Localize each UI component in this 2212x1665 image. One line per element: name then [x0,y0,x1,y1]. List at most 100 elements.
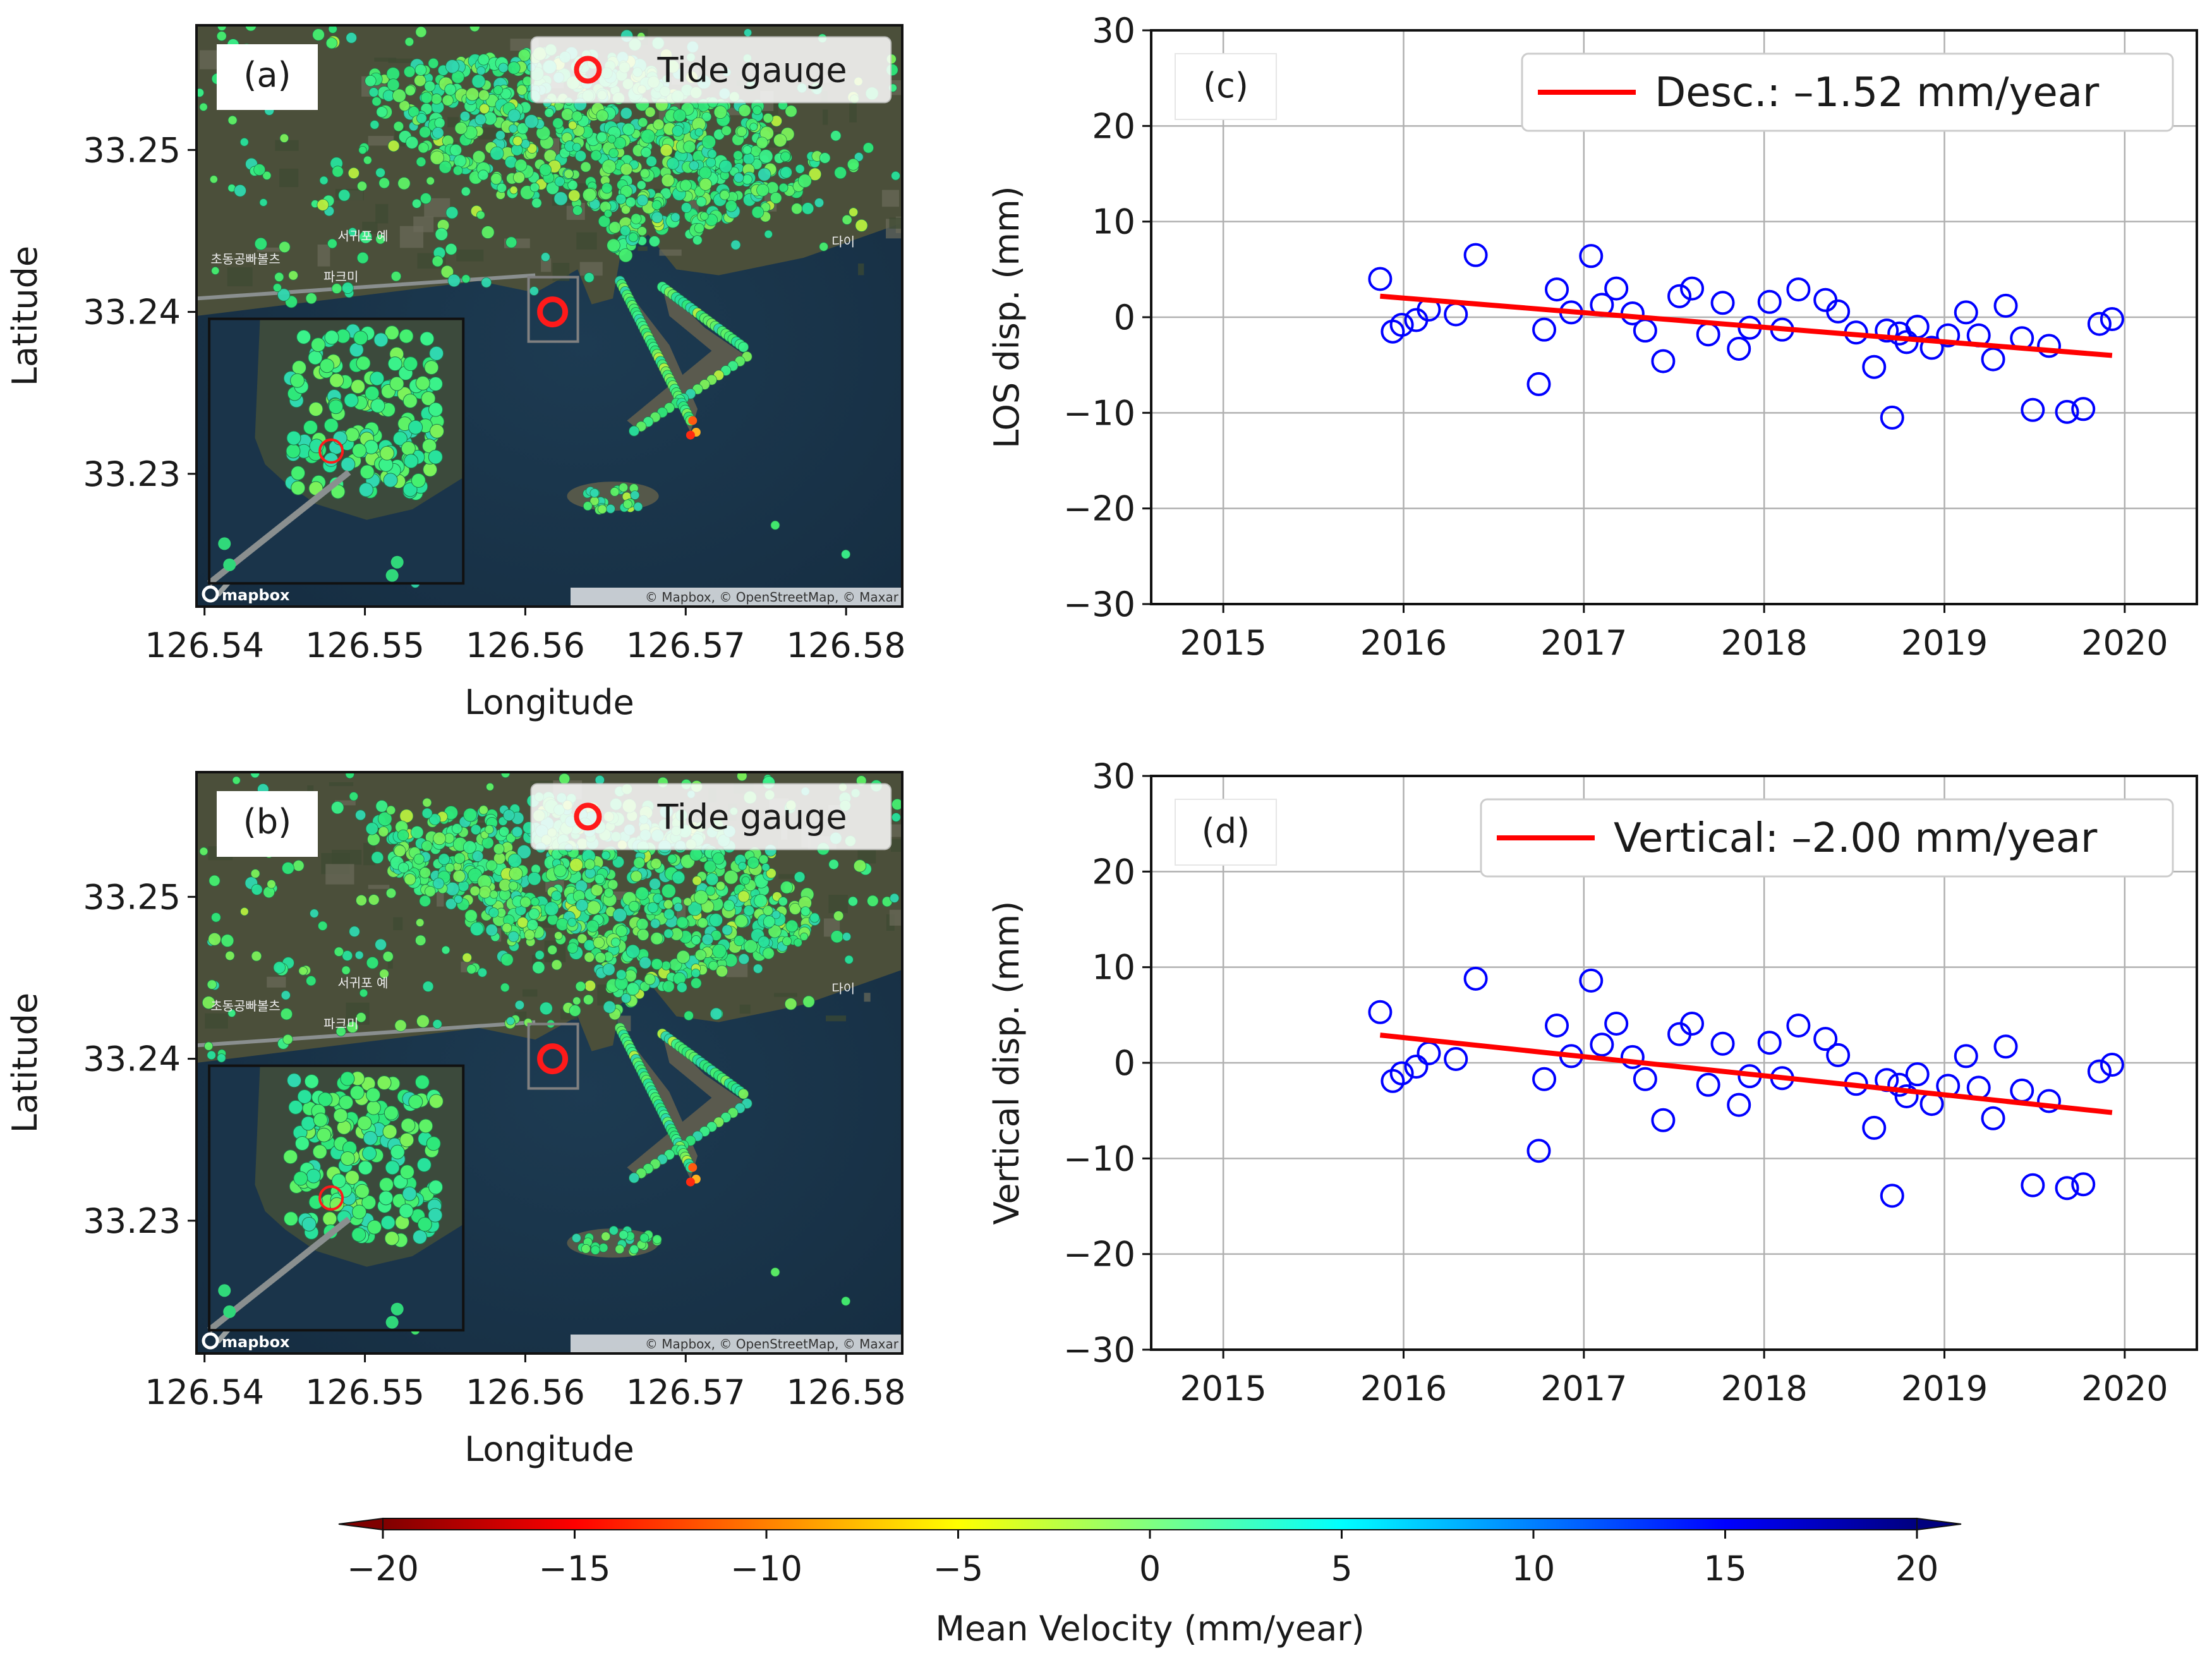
ps-point [415,26,427,38]
ps-point [414,74,426,87]
ps-point [650,858,662,869]
ps-point [766,868,777,879]
ps-point [435,227,448,241]
ps-point [867,895,879,907]
ps-point [706,873,719,886]
ps-point [416,157,426,167]
ps-point [572,1233,581,1243]
x-tick-label: 2018 [1720,1369,1807,1408]
inset-ps-point [379,1177,394,1192]
ps-point [227,115,238,125]
land-texture [828,895,848,914]
land-texture [368,885,390,889]
ps-point [445,863,455,873]
land-texture [335,800,356,806]
land-texture [774,993,797,997]
ps-point [639,168,650,179]
inset-ps-point [401,441,416,456]
inset-ps-point [408,1094,423,1110]
inset-tide-gauge-marker [318,1185,344,1211]
ps-point [553,864,567,878]
ps-point [761,863,770,872]
y-tick-label: −20 [1063,489,1135,529]
ps-point [754,893,768,908]
mapbox-logo-text: mapbox [222,586,290,604]
ps-point [529,286,539,296]
ps-point [784,998,797,1010]
ps-point [676,916,689,929]
ps-point [418,142,429,154]
ps-point [434,118,445,129]
ps-point [653,893,663,904]
ps-point [397,862,409,873]
ps-point [701,135,716,149]
ps-point [310,909,319,918]
ps-point [590,1245,600,1255]
inset-ps-point [290,373,305,388]
inset-ps-point [291,466,306,481]
y-tick-label: 33.23 [83,1201,181,1241]
ps-point [743,905,754,916]
ps-point [390,271,402,282]
ps-point [644,973,656,985]
mapbox-logo-icon [202,1332,219,1350]
legend-label: Tide gauge [656,50,847,90]
ps-point [421,808,433,819]
ps-point [254,237,267,250]
ps-point [462,952,472,963]
ps-point [756,136,768,149]
data-point [2055,399,2079,424]
ps-point [583,994,594,1005]
y-tick-label: 30 [1092,11,1135,51]
land-texture [881,190,899,207]
ps-point [564,169,574,179]
ps-point [454,895,463,904]
ps-point [464,909,478,923]
inset-ps-point [380,445,395,461]
data-point [1579,244,1604,269]
ps-point [221,934,234,947]
ps-point [595,952,606,964]
land-texture [325,864,354,885]
ps-point [651,200,662,210]
colorbar-extend-low [338,1517,384,1531]
ps-point [616,969,627,980]
ps-point [386,67,400,81]
ps-point [738,341,749,353]
ps-point [626,982,640,996]
ps-point [635,887,649,900]
mapbox-logo-text: mapbox [222,1333,290,1351]
ps-point [338,189,351,202]
ps-point [705,157,716,168]
ps-point [716,965,728,978]
ps-point [676,950,690,964]
land-texture [889,217,902,229]
ps-point [596,109,608,122]
x-tick-label: 126.55 [305,1372,425,1412]
ps-point [705,885,716,896]
ps-point [392,88,406,103]
ps-point [507,853,522,868]
ps-point [699,178,712,191]
ps-point [305,293,317,305]
ps-point [232,776,241,785]
inset-ps-point [384,1105,399,1120]
ps-point [891,813,901,822]
inset-ps-point [389,376,404,391]
land-texture [890,824,902,837]
x-tick-label: 2017 [1540,623,1627,663]
ps-point [431,94,442,105]
land-texture [826,1015,847,1022]
ps-point [575,981,586,992]
ps-point [499,826,510,837]
inset-ps-point [286,444,301,459]
ps-point [663,928,674,939]
ps-point [495,130,505,140]
colorbar-bar [382,1518,1918,1530]
data-point [1579,968,1604,993]
ps-point [208,932,221,946]
ps-point [368,894,380,905]
ps-point [379,969,389,979]
ps-point [758,167,771,181]
